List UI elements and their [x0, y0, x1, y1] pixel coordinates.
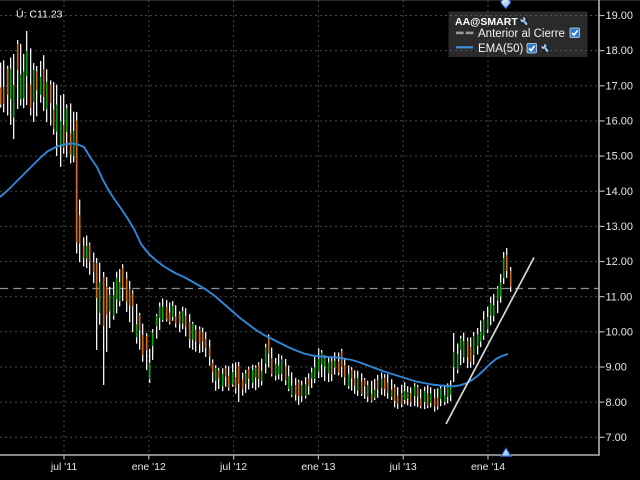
svg-text:Anterior al Cierre: Anterior al Cierre	[478, 28, 565, 40]
svg-text:16.00: 16.00	[606, 116, 634, 128]
svg-text:18.00: 18.00	[606, 45, 634, 57]
svg-text:14.00: 14.00	[606, 186, 634, 198]
svg-text:8.00: 8.00	[606, 397, 627, 409]
svg-text:jul '13: jul '13	[389, 461, 417, 473]
svg-text:19.00: 19.00	[606, 10, 634, 22]
svg-text:15.00: 15.00	[606, 151, 634, 163]
svg-text:11.00: 11.00	[606, 291, 633, 303]
svg-text:EMA(50): EMA(50)	[478, 43, 524, 55]
svg-text:AA@SMART: AA@SMART	[455, 16, 518, 28]
svg-text:jul '11: jul '11	[50, 461, 77, 473]
svg-text:7.00: 7.00	[606, 432, 627, 444]
svg-text:ene '13: ene '13	[301, 461, 335, 473]
svg-text:13.00: 13.00	[606, 221, 634, 233]
svg-text:9.00: 9.00	[606, 362, 627, 374]
svg-text:jul '12: jul '12	[219, 461, 247, 473]
svg-text:ene '14: ene '14	[471, 461, 505, 473]
svg-text:Ú: C11.23: Ú: C11.23	[16, 8, 63, 21]
svg-text:12.00: 12.00	[606, 256, 634, 268]
svg-text:17.00: 17.00	[606, 80, 634, 92]
svg-text:ene '12: ene '12	[132, 461, 166, 473]
svg-text:10.00: 10.00	[606, 326, 634, 338]
